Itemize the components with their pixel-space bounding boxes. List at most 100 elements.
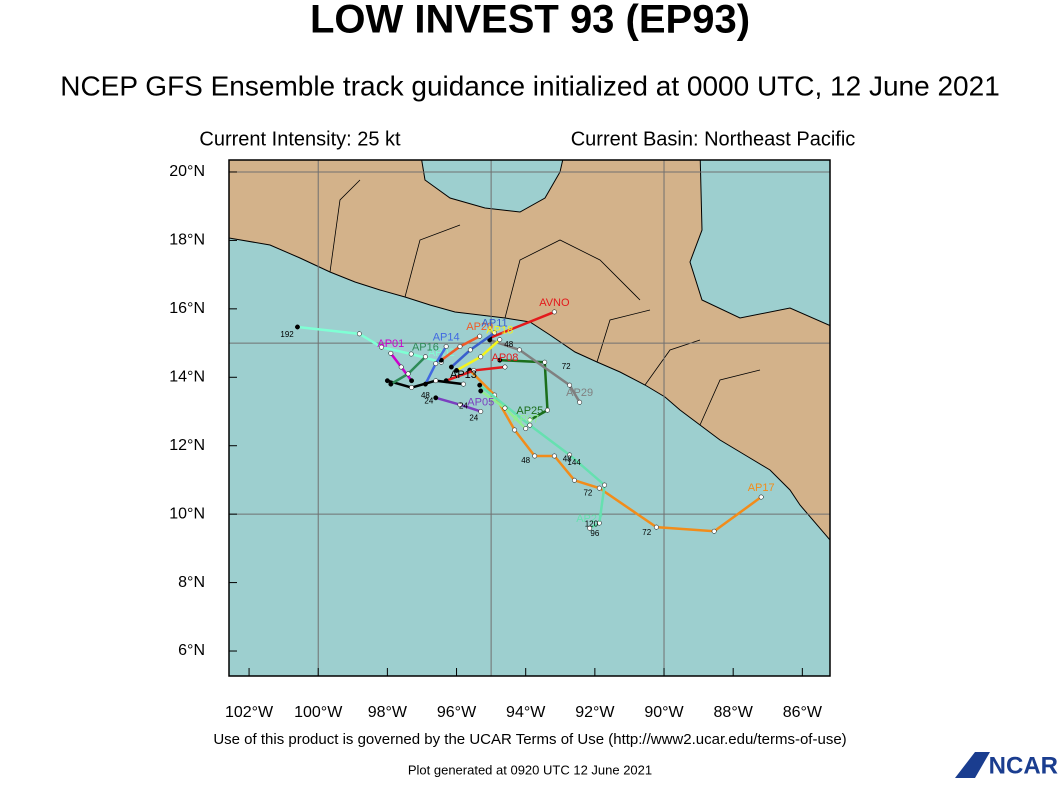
track-point [409,385,415,390]
track-label: AP07 [512,414,539,426]
axes: 102°W 100°W 98°W 96°W 94°W 92°W 90°W 88°W 86°W 6°… [169,163,823,721]
track-point [596,485,602,491]
track-label: AP17 [748,482,775,494]
track-point [478,409,484,414]
grid [229,160,830,676]
x-tick-label: 98°W [368,704,408,721]
hour-label: 24 [459,401,468,410]
track-point [711,528,717,534]
terms: Use of this product is governed by the U… [213,731,846,748]
track-label: AP01 [377,338,404,350]
track-label: AP16 [412,342,439,354]
track [499,358,549,422]
track-point [409,378,415,384]
track-point [384,378,390,384]
y-tick-label: 14°N [169,368,205,385]
track-point [497,337,503,343]
track-point [567,382,573,388]
track-label: AP18 [486,325,513,337]
track-point [542,359,548,365]
track-label: AP25 [516,405,543,417]
y-tick-label: 6°N [178,642,205,659]
track-point [477,333,483,339]
track-label: AP05 [467,396,494,408]
track-label: AP27 [576,513,603,525]
track-point [517,347,522,353]
intensity: Current Intensity: 25 kt [199,128,401,150]
land [229,160,830,541]
logo-mark [955,752,990,778]
logo: NCAR [989,752,1058,779]
track-point [388,350,394,356]
track-point [467,347,473,353]
title: LOW INVEST 93 (EP93) [310,0,750,42]
track-point [567,452,573,458]
track-point [448,364,454,370]
track-point [512,427,518,433]
track-point [356,331,362,337]
caribbean [689,160,830,327]
x-tick-label: 102°W [225,704,274,721]
track-point [457,402,463,408]
track-point [502,364,508,370]
hour-label: 72 [562,362,571,371]
track-point [497,357,503,363]
track-point [523,426,529,432]
track [489,338,581,403]
track-label: AP14 [433,331,460,343]
hour-label: 72 [642,528,651,537]
borders [329,179,761,426]
hour-label: 120 [585,520,599,529]
track-label: AP29 [566,387,593,399]
track-point [502,405,508,411]
track [489,310,555,340]
track-point [532,453,538,459]
x-tick-label: 92°W [575,704,615,721]
hour-label: 48 [504,340,513,349]
track-point [433,378,439,384]
x-tick-label: 100°W [294,704,343,721]
track-point [477,382,483,388]
track-point [443,344,449,349]
track-point [527,417,533,423]
y-tick-label: 18°N [169,232,205,249]
track-point [572,477,577,483]
hour-label: 24 [469,413,478,422]
subtitle: NCEP GFS Ensemble track guidance initial… [60,70,1000,101]
hour-label: 24 [424,396,433,405]
track-point [295,324,300,330]
track-point [577,399,583,405]
gulf [421,160,564,213]
x-tick-label: 94°W [506,704,546,721]
track-point [398,364,404,370]
generated: Plot generated at 0920 UTC 12 June 2021 [408,762,652,777]
track-point [471,367,477,373]
hour-label: 96 [590,529,599,538]
y-tick-label: 20°N [169,163,205,180]
hour-label: 192 [280,330,294,339]
track-point [433,395,439,401]
hour-label: 144 [567,458,581,467]
track-point [551,309,557,315]
y-tick-label: 10°N [169,505,205,522]
hour-label: 48 [563,455,572,464]
track-point [408,351,414,357]
track-point [602,482,607,488]
track-label: AP20 [466,321,493,333]
tracks: AVNOAP17AP27AP25AP29AP02AP20AP11AP18AP08… [280,297,774,538]
track-point [758,494,764,500]
track-point [388,381,394,387]
hour-label: 48 [421,391,430,400]
track-point [478,388,484,394]
track-point [587,525,593,531]
map-frame [228,159,831,677]
track-point [478,354,484,360]
track-label: AVNO [539,297,570,309]
track-point [433,361,439,367]
track-point [596,520,602,526]
track [387,379,464,389]
track-point [422,354,428,360]
basin: Current Basin: Northeast Pacific [571,128,856,150]
y-tick-label: 16°N [169,300,205,317]
